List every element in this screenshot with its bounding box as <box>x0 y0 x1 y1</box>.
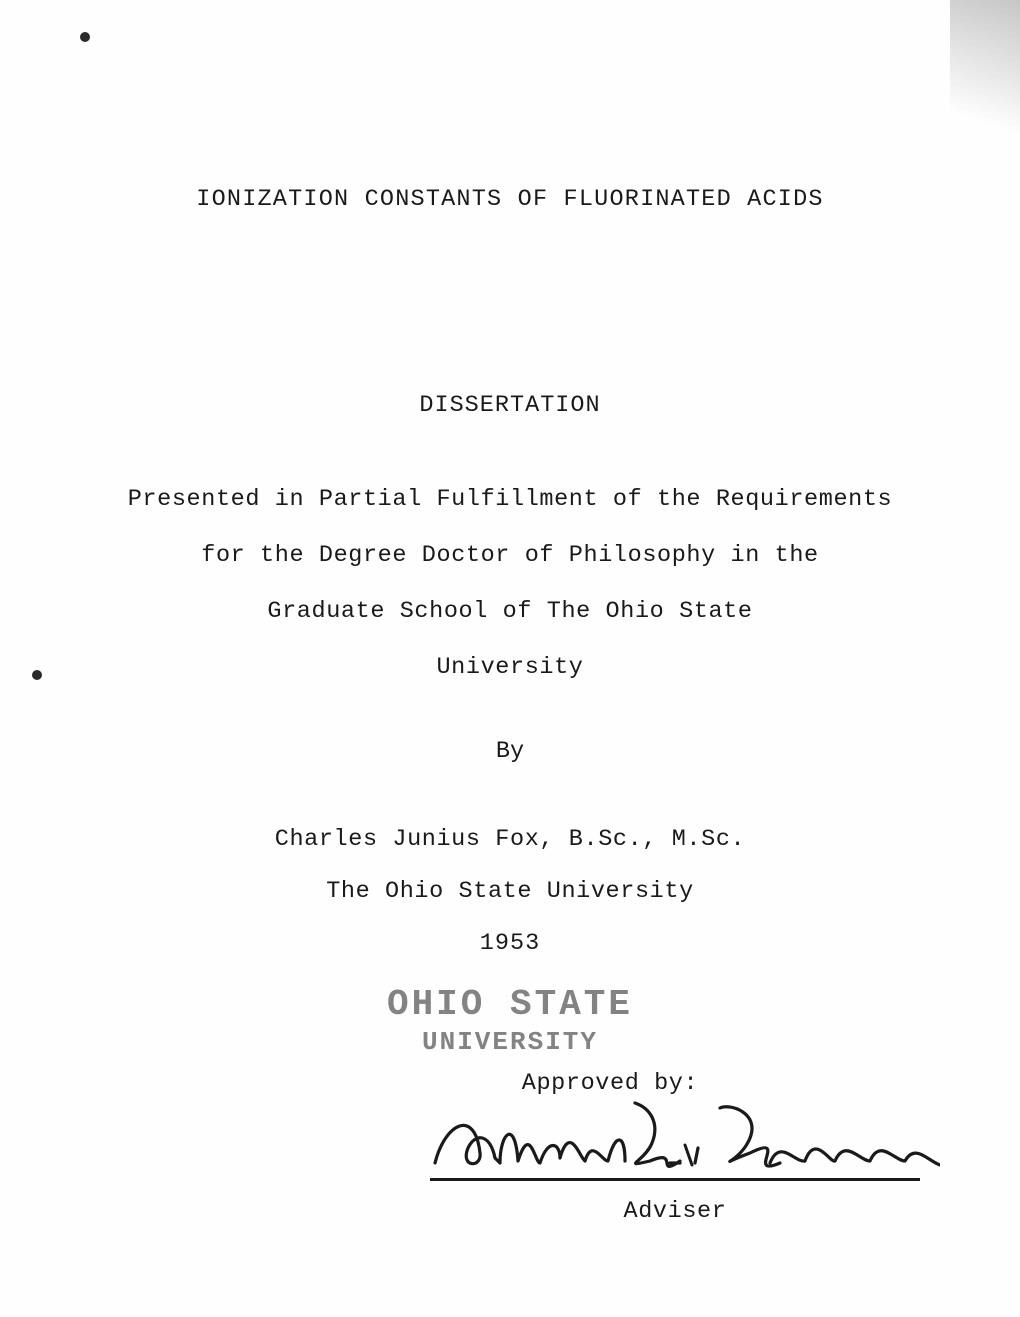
dissertation-title-page: IONIZATION CONSTANTS OF FLUORINATED ACID… <box>0 0 1020 1317</box>
author-line: Charles Junius Fox, B.Sc., M.Sc. <box>0 826 1020 853</box>
signature-block <box>430 1105 920 1185</box>
scan-shadow-top-right <box>950 0 1020 170</box>
adviser-signature <box>420 1093 940 1183</box>
dissertation-heading: DISSERTATION <box>0 392 1020 419</box>
stamp-line-2: UNIVERSITY <box>422 1027 598 1057</box>
adviser-label: Adviser <box>430 1198 920 1225</box>
year-line: 1953 <box>0 930 1020 957</box>
stamp-line-1: OHIO STATE <box>387 984 633 1025</box>
scan-artifact-dot <box>80 32 90 42</box>
signature-underline <box>430 1178 920 1181</box>
by-label: By <box>0 738 1020 765</box>
university-line: The Ohio State University <box>0 878 1020 905</box>
presented-block: Presented in Partial Fulfillment of the … <box>0 472 1020 696</box>
presented-line-4: University <box>0 640 1020 696</box>
presented-line-3: Graduate School of The Ohio State <box>0 584 1020 640</box>
presented-line-1: Presented in Partial Fulfillment of the … <box>0 472 1020 528</box>
institution-stamp: OHIO STATE UNIVERSITY <box>0 984 1020 1057</box>
presented-line-2: for the Degree Doctor of Philosophy in t… <box>0 528 1020 584</box>
document-title: IONIZATION CONSTANTS OF FLUORINATED ACID… <box>0 186 1020 213</box>
